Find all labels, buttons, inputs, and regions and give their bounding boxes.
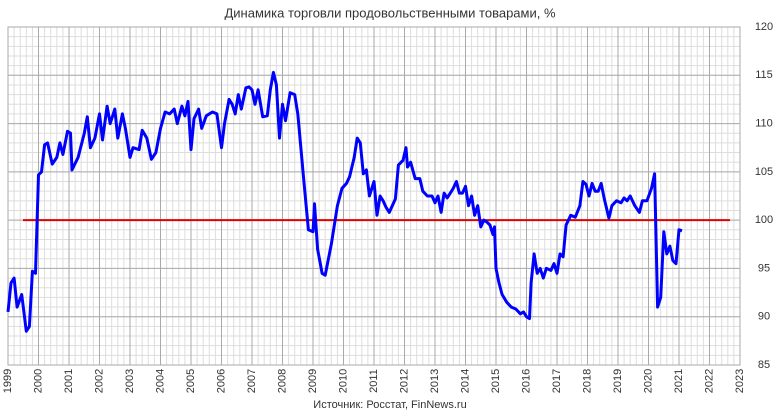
x-tick-label: 2016: [520, 369, 532, 393]
y-tick-label: 95: [758, 262, 770, 274]
x-tick-label: 2002: [93, 369, 105, 393]
x-tick-label: 2018: [581, 369, 593, 393]
x-tick-label: 2010: [337, 369, 349, 393]
y-tick-label: 110: [755, 117, 773, 129]
y-tick-label: 115: [755, 69, 773, 81]
x-tick-label: 2006: [215, 369, 227, 393]
source-note: Источник: Росстат, FinNews.ru: [313, 399, 466, 411]
y-tick-label: 90: [758, 311, 770, 323]
x-tick-label: 2003: [124, 369, 136, 393]
x-tick-label: 2017: [551, 369, 563, 393]
chart-title: Динамика торговли продовольственными тов…: [224, 5, 555, 20]
x-tick-label: 2015: [490, 369, 502, 393]
x-tick-label: 2005: [185, 369, 197, 393]
x-tick-label: 2023: [734, 369, 746, 393]
y-tick-label: 85: [758, 359, 770, 371]
x-tick-label: 2019: [612, 369, 624, 393]
x-tick-label: 2011: [368, 369, 380, 393]
x-tick-label: 2013: [429, 369, 441, 393]
x-tick-label: 2008: [276, 369, 288, 393]
x-tick-label: 2009: [307, 369, 319, 393]
x-tick-label: 2014: [459, 369, 471, 393]
x-tick-label: 2021: [673, 369, 685, 393]
x-tick-label: 2004: [154, 369, 166, 393]
y-tick-label: 105: [755, 166, 773, 178]
y-tick-label: 100: [755, 214, 773, 226]
x-tick-label: 2007: [246, 369, 258, 393]
x-tick-label: 2012: [398, 369, 410, 393]
data-line: [6, 70, 683, 333]
x-tick-label: 2022: [703, 369, 715, 393]
x-tick-label: 2020: [642, 369, 654, 393]
x-tick-label: 1999: [2, 369, 14, 393]
x-tick-label: 2000: [32, 369, 44, 393]
y-tick-label: 120: [755, 21, 773, 33]
x-tick-label: 2001: [63, 369, 75, 393]
